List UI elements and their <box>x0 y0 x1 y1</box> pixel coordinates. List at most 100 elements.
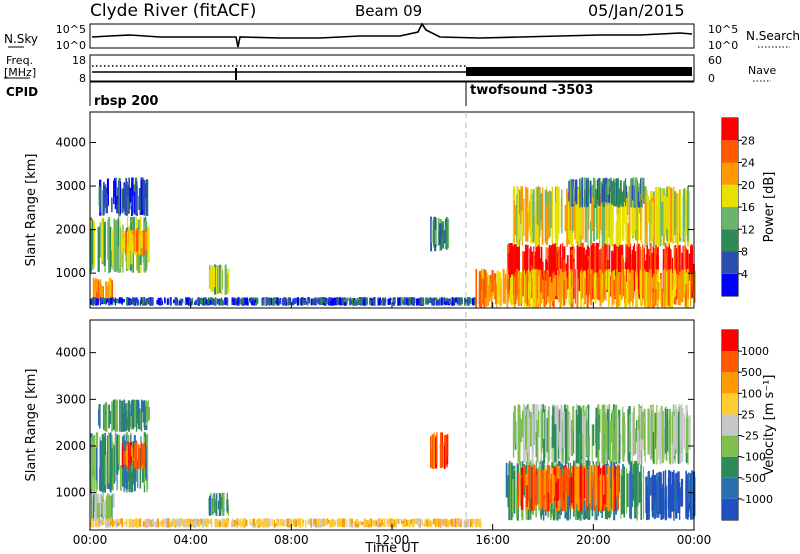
velocity-region-stroke <box>597 465 600 512</box>
velocity-region-stroke <box>94 493 97 526</box>
power-region-stroke <box>666 271 668 308</box>
velocity-region-stroke <box>532 414 534 454</box>
power-region-stroke <box>644 192 647 228</box>
power-region-stroke <box>474 297 476 306</box>
velocity-region-stroke <box>217 521 219 527</box>
velocity-region-stroke <box>546 475 549 493</box>
power-region-stroke <box>105 281 108 304</box>
power-region-stroke <box>507 279 510 294</box>
power-region-stroke <box>645 202 647 243</box>
power-region-stroke <box>668 270 671 306</box>
velocity-region-stroke <box>634 461 637 519</box>
power-region-stroke <box>488 284 491 303</box>
power-colorbar-label: Power [dB] <box>762 172 777 243</box>
velocity-region-stroke <box>664 470 667 510</box>
velocity-region-stroke <box>204 518 207 527</box>
power-region-stroke <box>511 274 514 306</box>
power-region-stroke <box>224 264 227 295</box>
power-region-stroke <box>661 288 663 307</box>
velocity-region-stroke <box>656 476 659 512</box>
velocity-region-stroke <box>439 519 441 528</box>
power-region-stroke <box>554 243 556 296</box>
power-region-stroke <box>399 297 402 306</box>
velocity-region-stroke <box>98 522 101 526</box>
velocity-region-stroke <box>123 451 126 465</box>
power-region-stroke <box>625 187 628 245</box>
velocity-region-stroke <box>685 472 687 519</box>
power-region-stroke <box>111 280 114 302</box>
velocity-region-stroke <box>571 419 574 457</box>
power-region-stroke <box>657 246 659 293</box>
velocity-region-stroke <box>283 519 286 526</box>
velocity-ylabel: Slant Range [km] <box>24 369 39 482</box>
velocity-region-stroke <box>458 519 460 527</box>
colorbar-swatch <box>722 393 738 415</box>
velocity-region-stroke <box>234 523 236 528</box>
power-region-stroke <box>461 298 463 305</box>
power-region-stroke <box>620 272 623 301</box>
power-region-stroke <box>325 297 327 303</box>
velocity-region-stroke <box>244 518 247 526</box>
velocity-region-stroke <box>298 518 301 523</box>
velocity-region-stroke <box>142 521 145 527</box>
velocity-region-stroke <box>477 518 479 523</box>
power-region-stroke <box>100 220 104 262</box>
power-region-stroke <box>209 269 211 289</box>
velocity-region-stroke <box>156 519 158 526</box>
power-region-stroke <box>120 229 123 254</box>
power-region-stroke <box>114 220 117 273</box>
velocity-region-stroke <box>193 518 195 528</box>
power-region-stroke <box>596 191 598 240</box>
velocity-region-stroke <box>563 468 565 494</box>
velocity-region-stroke <box>154 521 157 528</box>
velocity-region-stroke <box>359 521 362 525</box>
power-region-stroke <box>409 297 412 306</box>
velocity-region-stroke <box>607 465 610 512</box>
power-region-stroke <box>126 185 130 205</box>
power-region-stroke <box>446 297 449 303</box>
velocity-region <box>121 441 146 470</box>
power-region-stroke <box>342 297 344 306</box>
power-region-stroke <box>150 297 153 306</box>
velocity-region-stroke <box>683 414 685 450</box>
velocity-region-stroke <box>120 400 123 432</box>
velocity-region-stroke <box>616 414 619 463</box>
colorbar-tick-label: -1000 <box>741 493 773 506</box>
velocity-region-stroke <box>626 473 629 503</box>
power-region-stroke <box>128 177 130 214</box>
velocity-region-stroke <box>642 466 645 520</box>
power-region-stroke <box>547 191 550 220</box>
power-region-stroke <box>427 297 429 303</box>
velocity-region-stroke <box>586 469 589 507</box>
power-region-stroke <box>663 195 666 235</box>
power-region-stroke <box>606 190 609 205</box>
power-region-stroke <box>439 230 442 251</box>
power-region-stroke <box>638 183 640 202</box>
power-region-stroke <box>186 297 189 305</box>
velocity-region-stroke <box>202 518 205 528</box>
power-region-stroke <box>649 200 651 246</box>
velocity-region-stroke <box>145 400 148 426</box>
power-region-stroke <box>276 297 279 306</box>
power-region-stroke <box>568 180 571 201</box>
power-region-stroke <box>397 297 400 306</box>
velocity-region-stroke <box>405 518 407 524</box>
power-region-stroke <box>254 299 257 303</box>
power-region <box>512 186 690 247</box>
power-region-stroke <box>256 297 259 302</box>
power-region-stroke <box>597 209 600 239</box>
power-region-stroke <box>187 297 190 306</box>
velocity-region-stroke <box>568 425 571 451</box>
power-region-stroke <box>621 191 624 207</box>
power-region-stroke <box>202 297 204 305</box>
power-region-stroke <box>616 276 619 306</box>
velocity-yaxis: 1000 2000 3000 4000 <box>55 346 694 500</box>
velocity-region-stroke <box>581 467 584 509</box>
power-region-stroke <box>654 274 657 306</box>
velocity-region-stroke <box>446 519 448 528</box>
power-region-stroke <box>571 287 573 303</box>
power-region-stroke <box>530 189 533 243</box>
power-region-stroke <box>634 187 636 230</box>
power-region-stroke <box>668 194 670 235</box>
